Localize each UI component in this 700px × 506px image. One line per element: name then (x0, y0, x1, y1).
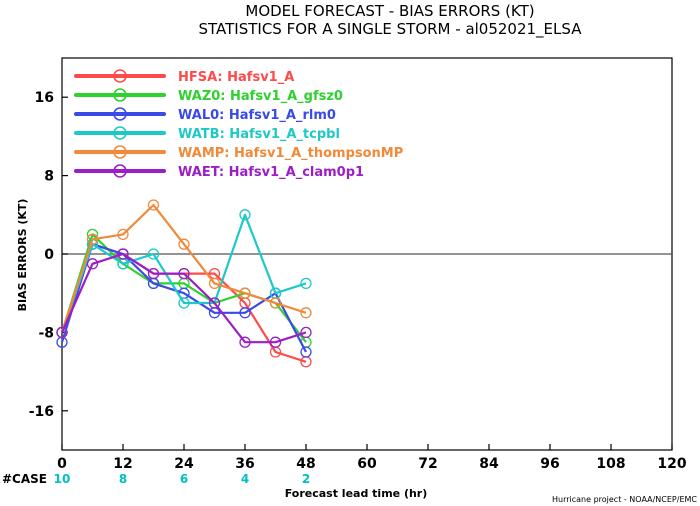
legend-entry: WAMP: Hafsv1_A_thompsonMP (178, 146, 403, 161)
x-tick-label: 120 (657, 456, 686, 472)
series-line (60, 213, 307, 333)
chart-subtitle: STATISTICS FOR A SINGLE STORM - al052021… (199, 20, 583, 39)
data-point (208, 277, 221, 290)
data-point (300, 326, 312, 339)
data-point (239, 336, 251, 348)
legend-entry: WAET: Hafsv1_A_clam0p1 (178, 165, 364, 180)
case-count: 2 (302, 472, 310, 486)
data-point (117, 228, 129, 241)
legend-marker (113, 88, 127, 102)
y-tick-label: -8 (38, 325, 54, 341)
x-tick-label: 36 (235, 456, 254, 472)
legend-marker (113, 145, 127, 159)
credit-text: Hurricane project - NOAA/NCEP/EMC (552, 495, 697, 504)
legend-entry: HFSA: Hafsv1_A (178, 70, 294, 85)
data-point (147, 248, 160, 260)
data-point (208, 297, 221, 309)
y-axis-label: BIAS ERRORS (KT) (16, 199, 29, 312)
x-tick-label: 0 (57, 456, 67, 472)
x-tick-label: 84 (479, 456, 499, 472)
data-point (300, 307, 312, 319)
case-count: 10 (54, 472, 71, 486)
x-tick-label: 96 (540, 456, 559, 472)
data-point (178, 267, 190, 280)
legend-marker (113, 164, 127, 178)
data-point (269, 336, 282, 348)
data-point (56, 326, 68, 339)
data-point (239, 307, 251, 319)
y-tick-label: 16 (35, 90, 54, 106)
y-tick-label: 0 (44, 247, 54, 263)
chart-title: MODEL FORECAST - BIAS ERRORS (KT) (245, 2, 534, 20)
data-point (239, 209, 251, 221)
case-count: 6 (180, 472, 188, 486)
data-point (147, 267, 160, 280)
legend-marker (113, 69, 127, 83)
data-point (86, 233, 99, 245)
data-point (300, 277, 312, 290)
x-tick-label: 72 (418, 456, 437, 472)
legend-marker (113, 126, 127, 140)
legend-marker (113, 107, 127, 121)
x-tick-label: 108 (596, 456, 625, 472)
x-tick-label: 60 (357, 456, 377, 472)
data-point (269, 297, 282, 309)
data-point (178, 297, 190, 309)
data-point (86, 258, 99, 270)
series-line (60, 252, 307, 344)
case-count: 4 (241, 472, 249, 486)
data-point (239, 287, 251, 299)
legend-entry: WAZ0: Hafsv1_A_gfsz0 (178, 89, 343, 104)
case-label: #CASE (2, 472, 47, 486)
legend-entry: WAL0: Hafsv1_A_rlm0 (178, 108, 336, 123)
y-tick-label: -16 (29, 404, 54, 420)
case-count: 8 (119, 472, 127, 486)
data-point (117, 248, 129, 260)
x-tick-label: 48 (296, 456, 315, 472)
data-point (178, 238, 190, 250)
x-tick-label: 12 (113, 456, 132, 472)
x-axis-label: Forecast lead time (hr) (285, 487, 428, 500)
data-point (300, 346, 312, 358)
y-tick-label: 8 (44, 169, 54, 185)
legend-entry: WATB: Hafsv1_A_tcpbl (178, 127, 340, 142)
data-point (147, 199, 160, 211)
series-line (60, 203, 307, 333)
x-tick-label: 24 (174, 456, 194, 472)
